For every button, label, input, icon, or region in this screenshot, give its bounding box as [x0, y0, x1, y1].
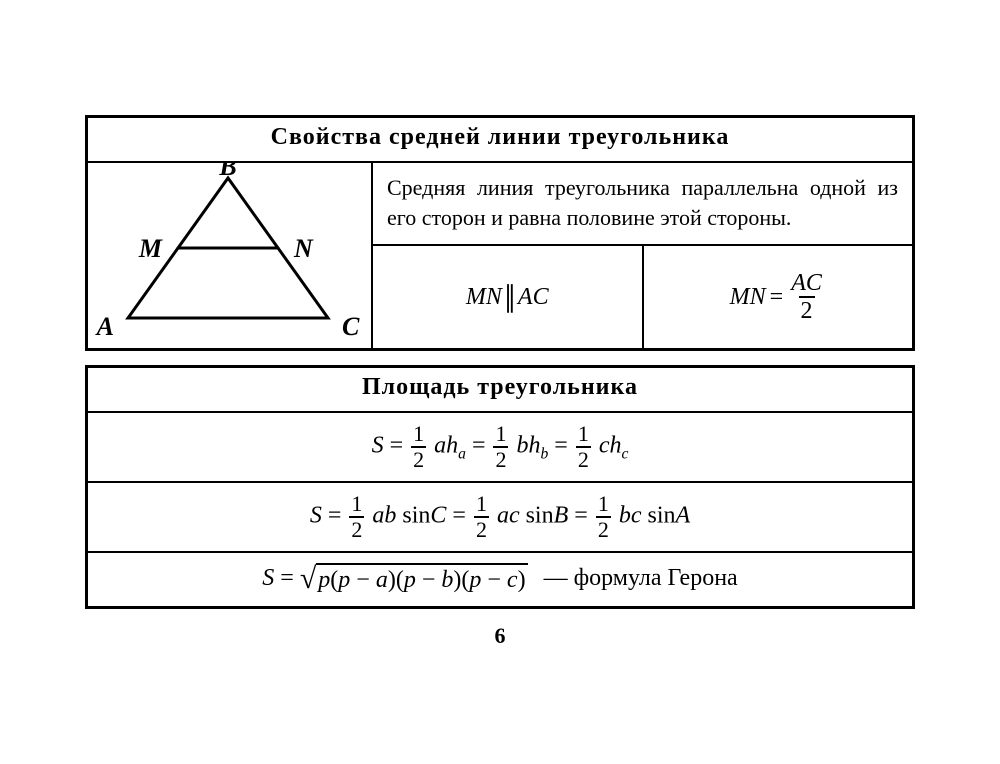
- midline-description: Средняя линия треугольника параллельна о…: [373, 163, 912, 246]
- midline-formula-row: MN ∥ AC MN = AC 2: [373, 246, 912, 348]
- heron-label: — формула Герона: [544, 565, 738, 591]
- frac-num: AC: [789, 271, 824, 296]
- vertex-B: B: [218, 163, 236, 181]
- equals-sign: =: [770, 284, 784, 311]
- ac-text: AC: [518, 284, 549, 311]
- sqrt-expression: √ p(p − a)(p − b)(p − c): [300, 563, 528, 596]
- area-formula-heights: S = 12 aha = 12 bhb = 12 chc: [88, 413, 912, 483]
- formula-parallel: MN ∥ AC: [373, 246, 642, 348]
- midline-content-row: A B C M N Средняя линия треугольника пар…: [88, 163, 912, 348]
- page-container: Свойства средней линии треугольника A B …: [85, 115, 915, 649]
- page-number: 6: [85, 623, 915, 649]
- vertex-A: A: [95, 312, 114, 341]
- midline-box: Свойства средней линии треугольника A B …: [85, 115, 915, 351]
- area-formula-sines: S = 12 ab sinC = 12 ac sinB = 12 bc sinA: [88, 483, 912, 553]
- triangle-diagram-cell: A B C M N: [88, 163, 373, 348]
- area-title: Площадь треугольника: [88, 368, 912, 413]
- formula-half: MN = AC 2: [642, 246, 913, 348]
- midline-title: Свойства средней линии треугольника: [88, 118, 912, 163]
- vertex-N: N: [293, 234, 314, 263]
- vertex-C: C: [342, 312, 360, 341]
- fraction-ac-2: AC 2: [789, 271, 824, 323]
- mn-text-2: MN: [730, 284, 766, 311]
- area-formula-heron: S = √ p(p − a)(p − b)(p − c) — формула Г…: [88, 553, 912, 606]
- area-box: Площадь треугольника S = 12 aha = 12 bhb…: [85, 365, 915, 609]
- mn-text: MN: [466, 284, 502, 311]
- triangle-svg: A B C M N: [88, 163, 373, 343]
- frac-den: 2: [799, 296, 815, 323]
- midline-right-column: Средняя линия треугольника параллельна о…: [373, 163, 912, 348]
- vertex-M: M: [138, 234, 163, 263]
- parallel-symbol: ∥: [504, 280, 516, 315]
